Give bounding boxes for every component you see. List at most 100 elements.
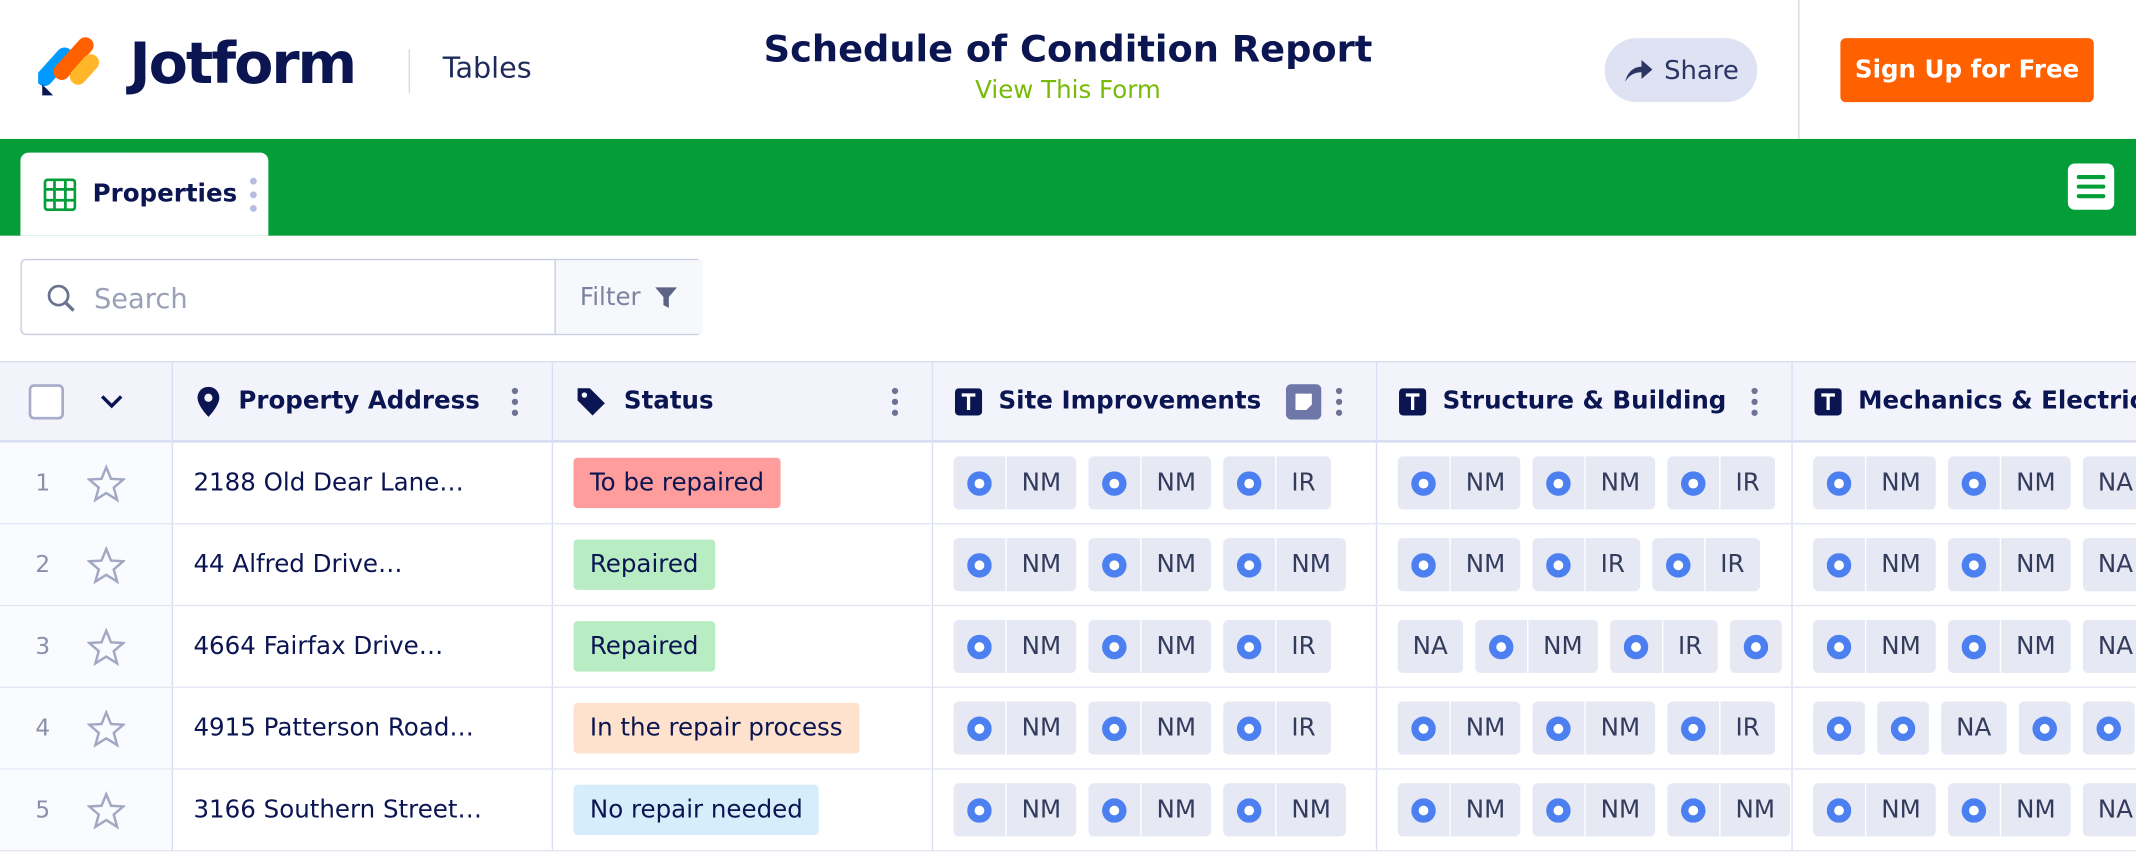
column-header[interactable]: Mechanics & Electric	[1793, 362, 2136, 440]
address: 4664 Fairfax Drive…	[193, 632, 444, 661]
chip-cell: NM NM NA	[1793, 606, 2136, 686]
star[interactable]	[87, 709, 126, 748]
radio-icon	[1236, 797, 1262, 823]
menu-button[interactable]	[2067, 163, 2115, 210]
radio-icon	[1236, 552, 1262, 577]
chip-icon	[1667, 702, 1719, 755]
icon	[1750, 386, 1758, 416]
chip-label: NM	[1864, 619, 1936, 673]
chip: NA	[2082, 538, 2136, 592]
select-all-checkbox[interactable]	[28, 383, 65, 419]
filter-label: Filter	[579, 282, 641, 312]
chip-icon	[1533, 783, 1585, 836]
address-cell: 44 Alfred Drive…	[173, 524, 554, 605]
tag-icon	[577, 387, 605, 415]
radio-icon	[1236, 470, 1262, 496]
row-header: 2	[0, 524, 174, 605]
search-icon	[47, 284, 75, 312]
chip-label: NM	[1999, 783, 2071, 837]
column-menu[interactable]	[1335, 386, 1343, 416]
chip-icon	[1948, 538, 2000, 591]
row-options[interactable]	[99, 393, 124, 409]
view-form-link[interactable]: View This Form	[975, 76, 1161, 105]
tab[interactable]: Properties	[20, 152, 269, 236]
chip: NM	[1813, 619, 1936, 673]
chip: NM	[1397, 701, 1521, 755]
status-cell: To be repaired	[553, 442, 934, 524]
icon	[1399, 387, 1427, 415]
chip: NM	[1088, 701, 1212, 755]
chip-label: NM	[1005, 538, 1076, 592]
chip-cell: NM NM NM	[933, 769, 1378, 851]
column-header[interactable]: Site Improvements	[933, 362, 1378, 441]
chip-label: NM	[1999, 456, 2071, 510]
status-cell: Repaired	[553, 524, 934, 605]
radio-icon	[967, 470, 992, 496]
star[interactable]	[87, 545, 126, 584]
table-row: 5 3166 Southern Street… No repair needed NM…	[0, 769, 2136, 852]
star[interactable]	[87, 790, 126, 829]
chip-icon	[2083, 702, 2135, 755]
column-header[interactable]: Property Address	[173, 362, 554, 441]
row-header: 1	[0, 442, 174, 524]
chip-label: NM	[1140, 538, 1211, 592]
radio-icon	[1102, 552, 1127, 577]
chip: NM	[1532, 456, 1656, 510]
chip-label: NM	[1584, 456, 1655, 510]
chip-cell: NM NM IR	[933, 442, 1378, 524]
column-header[interactable]: Status	[553, 362, 934, 441]
status-badge: In the repair process	[573, 702, 859, 754]
radio-icon	[1826, 552, 1852, 577]
chip-icon	[1223, 620, 1275, 673]
chip-icon	[1533, 702, 1585, 755]
chip-label: IR	[1719, 701, 1775, 755]
share-button[interactable]: Share	[1604, 38, 1758, 103]
column-menu[interactable]	[511, 386, 519, 416]
radio-icon	[1546, 715, 1571, 741]
chip-cell: NM NM IR	[1377, 687, 1793, 769]
radio-icon	[1102, 634, 1127, 659]
radio-icon	[1546, 470, 1571, 496]
location-icon	[197, 386, 220, 417]
row-header: 4	[0, 687, 174, 769]
chip-icon	[1088, 702, 1140, 755]
column-header[interactable]: Structure & Building	[1377, 362, 1793, 441]
chip: IR	[1223, 701, 1331, 755]
chip-icon	[1877, 702, 1929, 755]
chip: IR	[1532, 538, 1640, 592]
radio-icon	[1488, 634, 1514, 659]
chip: NM	[953, 701, 1077, 755]
chip-icon	[954, 538, 1006, 591]
star[interactable]	[87, 463, 126, 502]
chip-icon	[1088, 456, 1140, 509]
header-row: Property Address Status Site Improvements S…	[0, 360, 2136, 443]
chip-cell: NM IR IR	[1377, 524, 1793, 605]
address: 44 Alfred Drive…	[193, 550, 403, 579]
icon	[891, 386, 899, 416]
column-menu[interactable]	[1750, 386, 1758, 416]
chip-list: NM IR IR	[1377, 538, 1760, 592]
signup-button[interactable]: Sign Up for Free	[1840, 38, 2094, 103]
tab-menu[interactable]	[249, 176, 257, 212]
chip: IR	[1667, 701, 1775, 755]
chip-icon	[1223, 702, 1275, 755]
chip-label: NM	[1864, 538, 1936, 592]
icon	[28, 383, 65, 419]
search-box[interactable]: Search Filter	[20, 258, 703, 336]
chip	[1877, 701, 1929, 755]
radio-icon	[1102, 470, 1127, 496]
filter-button[interactable]: Filter	[554, 260, 703, 334]
radio-icon	[967, 552, 992, 577]
chip: NM	[1948, 456, 2071, 510]
tab-label: Properties	[92, 179, 238, 209]
chip-icon	[1667, 783, 1719, 836]
radio-icon	[1102, 797, 1127, 823]
chip: NA	[2082, 783, 2136, 837]
star[interactable]	[87, 627, 126, 666]
column-menu[interactable]	[891, 386, 899, 416]
chip: NM	[1948, 538, 2071, 592]
chip-cell: NM NM IR	[933, 687, 1378, 769]
search-placeholder: Search	[93, 281, 188, 315]
chip: IR	[1609, 619, 1718, 673]
radio-icon	[1681, 470, 1706, 496]
